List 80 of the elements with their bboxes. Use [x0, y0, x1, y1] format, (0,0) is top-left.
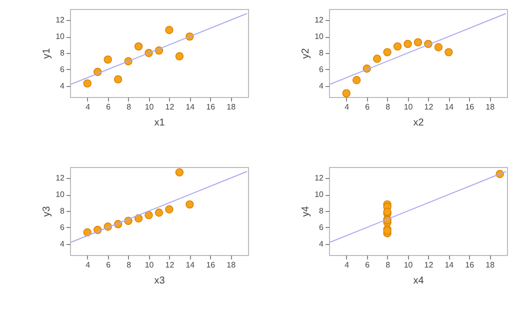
y-tick-label: 10 [56, 32, 66, 42]
x-tick-label: 14 [444, 260, 454, 270]
x-tick-label: 4 [86, 260, 91, 270]
y-tick-label: 12 [314, 174, 324, 183]
y-tick-label: 4 [319, 239, 324, 248]
y-axis-title: y1 [42, 48, 53, 59]
x-tick-label: 6 [365, 102, 370, 112]
x-tick-label: 10 [144, 102, 154, 112]
y-tick-label: 8 [319, 48, 324, 58]
x-axis-title: x2 [413, 118, 424, 128]
x-tick-label: 4 [344, 260, 350, 270]
x-tick-label: 8 [386, 102, 391, 112]
x-tick-label: 10 [404, 102, 414, 112]
y-tick-label: 6 [60, 222, 66, 232]
point [104, 55, 112, 64]
y-tick-label: 8 [60, 206, 66, 216]
point [352, 76, 361, 84]
x-tick-label: 8 [386, 260, 391, 270]
x-tick-label: 6 [106, 260, 112, 270]
x-tick-label: 16 [206, 260, 216, 270]
y-tick-label: 10 [56, 190, 66, 200]
y-tick-label: 6 [60, 64, 66, 74]
y-axis-title: y3 [42, 206, 53, 217]
x-tick-label: 12 [424, 260, 434, 270]
y-tick-label: 6 [319, 222, 324, 232]
point [144, 211, 153, 220]
point [165, 26, 174, 34]
x-tick-label: 10 [404, 260, 414, 270]
x-tick-label: 14 [186, 102, 196, 112]
x-tick-label: 18 [226, 102, 236, 112]
y-tick-label: 12 [56, 174, 66, 183]
x-axis-title: x3 [154, 276, 166, 286]
x-tick-label: 4 [86, 102, 91, 112]
point [372, 54, 382, 63]
x-tick-label: 10 [144, 260, 154, 270]
point [383, 48, 392, 56]
point [114, 75, 122, 84]
point [434, 43, 443, 52]
point [444, 48, 453, 56]
x-tick-label: 8 [126, 102, 132, 112]
point [175, 168, 184, 176]
point [186, 200, 194, 209]
y-tick-label: 4 [60, 81, 66, 90]
y-axis-title: y4 [300, 206, 312, 217]
y-tick-label: 8 [319, 206, 324, 216]
x-tick-label: 14 [444, 102, 454, 112]
x-tick-label: 18 [486, 102, 496, 112]
x-axis-title: x4 [413, 276, 424, 286]
point [404, 40, 412, 48]
x-tick-label: 4 [344, 102, 350, 112]
point [83, 79, 92, 88]
y-tick-label: 4 [319, 81, 324, 90]
x-axis-title: x1 [154, 118, 166, 128]
x-tick-label: 14 [186, 260, 196, 270]
x-tick-label: 18 [226, 260, 236, 270]
y-tick-label: 8 [60, 48, 66, 58]
point [414, 38, 422, 46]
point [165, 205, 174, 214]
y-tick-label: 12 [314, 16, 324, 25]
point [175, 52, 184, 60]
x-tick-label: 12 [165, 260, 175, 270]
y-tick-label: 12 [56, 16, 66, 25]
x-tick-label: 16 [465, 260, 475, 270]
point [393, 42, 402, 51]
x-tick-label: 16 [206, 102, 216, 112]
x-tick-label: 12 [424, 102, 434, 112]
x-tick-label: 16 [465, 102, 475, 112]
point [154, 208, 164, 217]
y-tick-label: 10 [314, 190, 324, 200]
point [342, 89, 350, 98]
x-tick-label: 8 [126, 260, 132, 270]
x-tick-label: 6 [106, 102, 112, 112]
y-axis-title: y2 [300, 48, 312, 59]
y-tick-label: 10 [314, 32, 324, 42]
y-tick-label: 6 [319, 64, 324, 74]
x-tick-label: 6 [365, 260, 370, 270]
y-tick-label: 4 [60, 239, 66, 248]
x-tick-label: 12 [165, 102, 175, 112]
x-tick-label: 18 [486, 260, 496, 270]
point [134, 42, 143, 51]
